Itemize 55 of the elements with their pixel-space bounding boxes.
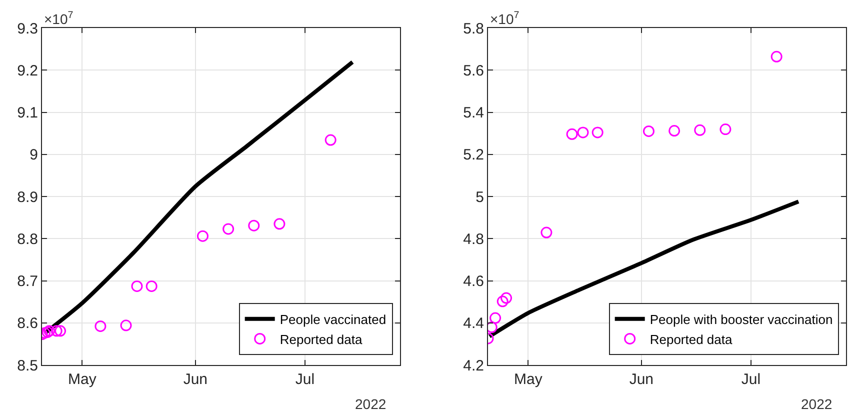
- y-tick-label: 9.1: [17, 104, 38, 122]
- y-tick-label: 8.9: [17, 188, 38, 206]
- x-tick-label: Jun: [183, 371, 208, 388]
- point: [196, 230, 208, 242]
- x-tick-label: Jul: [295, 371, 315, 388]
- legend-label: People vaccinated: [280, 312, 386, 327]
- point: [496, 296, 508, 308]
- y-tick-label: 8.8: [17, 230, 38, 248]
- y-tick-label: 4.8: [463, 230, 484, 248]
- y-tick-label: 4.2: [463, 357, 484, 374]
- point: [694, 124, 706, 136]
- point: [324, 134, 336, 146]
- point: [540, 226, 552, 238]
- text: ×10$^{7}$: [490, 10, 520, 27]
- y-tick-label: 8.6: [17, 315, 38, 332]
- y-tick-label: 8.5: [17, 357, 38, 374]
- x-tick-label: May: [68, 371, 97, 388]
- point: [248, 220, 260, 232]
- y-tick-label: 5.6: [463, 62, 484, 80]
- y-tick-label: 5.4: [463, 104, 484, 122]
- y-tick-label: 5.8: [463, 20, 484, 38]
- text: 2022: [801, 396, 832, 412]
- text: ×10$^{7}$: [44, 10, 74, 27]
- y-tick-label: 4.4: [463, 315, 484, 332]
- point: [50, 325, 62, 337]
- point: [577, 126, 589, 138]
- point: [131, 280, 143, 292]
- y-tick-label: 8.7: [17, 273, 38, 290]
- point: [54, 325, 66, 337]
- legend-label: People with booster vaccination: [650, 312, 833, 327]
- point: [642, 125, 654, 137]
- point: [120, 320, 132, 332]
- x-tick-label: Jul: [741, 371, 761, 388]
- point: [592, 126, 604, 138]
- point: [490, 312, 502, 324]
- x-tick-label: May: [514, 371, 543, 388]
- point: [770, 50, 782, 62]
- y-tick-label: 9.3: [17, 20, 38, 38]
- y-tick-label: 4.6: [463, 273, 484, 290]
- text: 2022: [355, 396, 386, 412]
- point: [566, 128, 578, 140]
- legend-label: Reported data: [650, 332, 734, 347]
- point: [274, 218, 286, 230]
- point: [720, 124, 732, 136]
- y-tick-label: 9.2: [17, 62, 38, 80]
- point: [222, 223, 234, 235]
- y-tick-label: 9: [30, 146, 38, 164]
- point: [146, 280, 158, 292]
- x-tick-label: Jun: [629, 371, 654, 388]
- point: [94, 320, 106, 332]
- point: [500, 292, 512, 304]
- y-tick-label: 5: [476, 188, 484, 206]
- legend-label: Reported data: [280, 332, 364, 347]
- y-tick-label: 5.2: [463, 146, 484, 164]
- point: [668, 125, 680, 137]
